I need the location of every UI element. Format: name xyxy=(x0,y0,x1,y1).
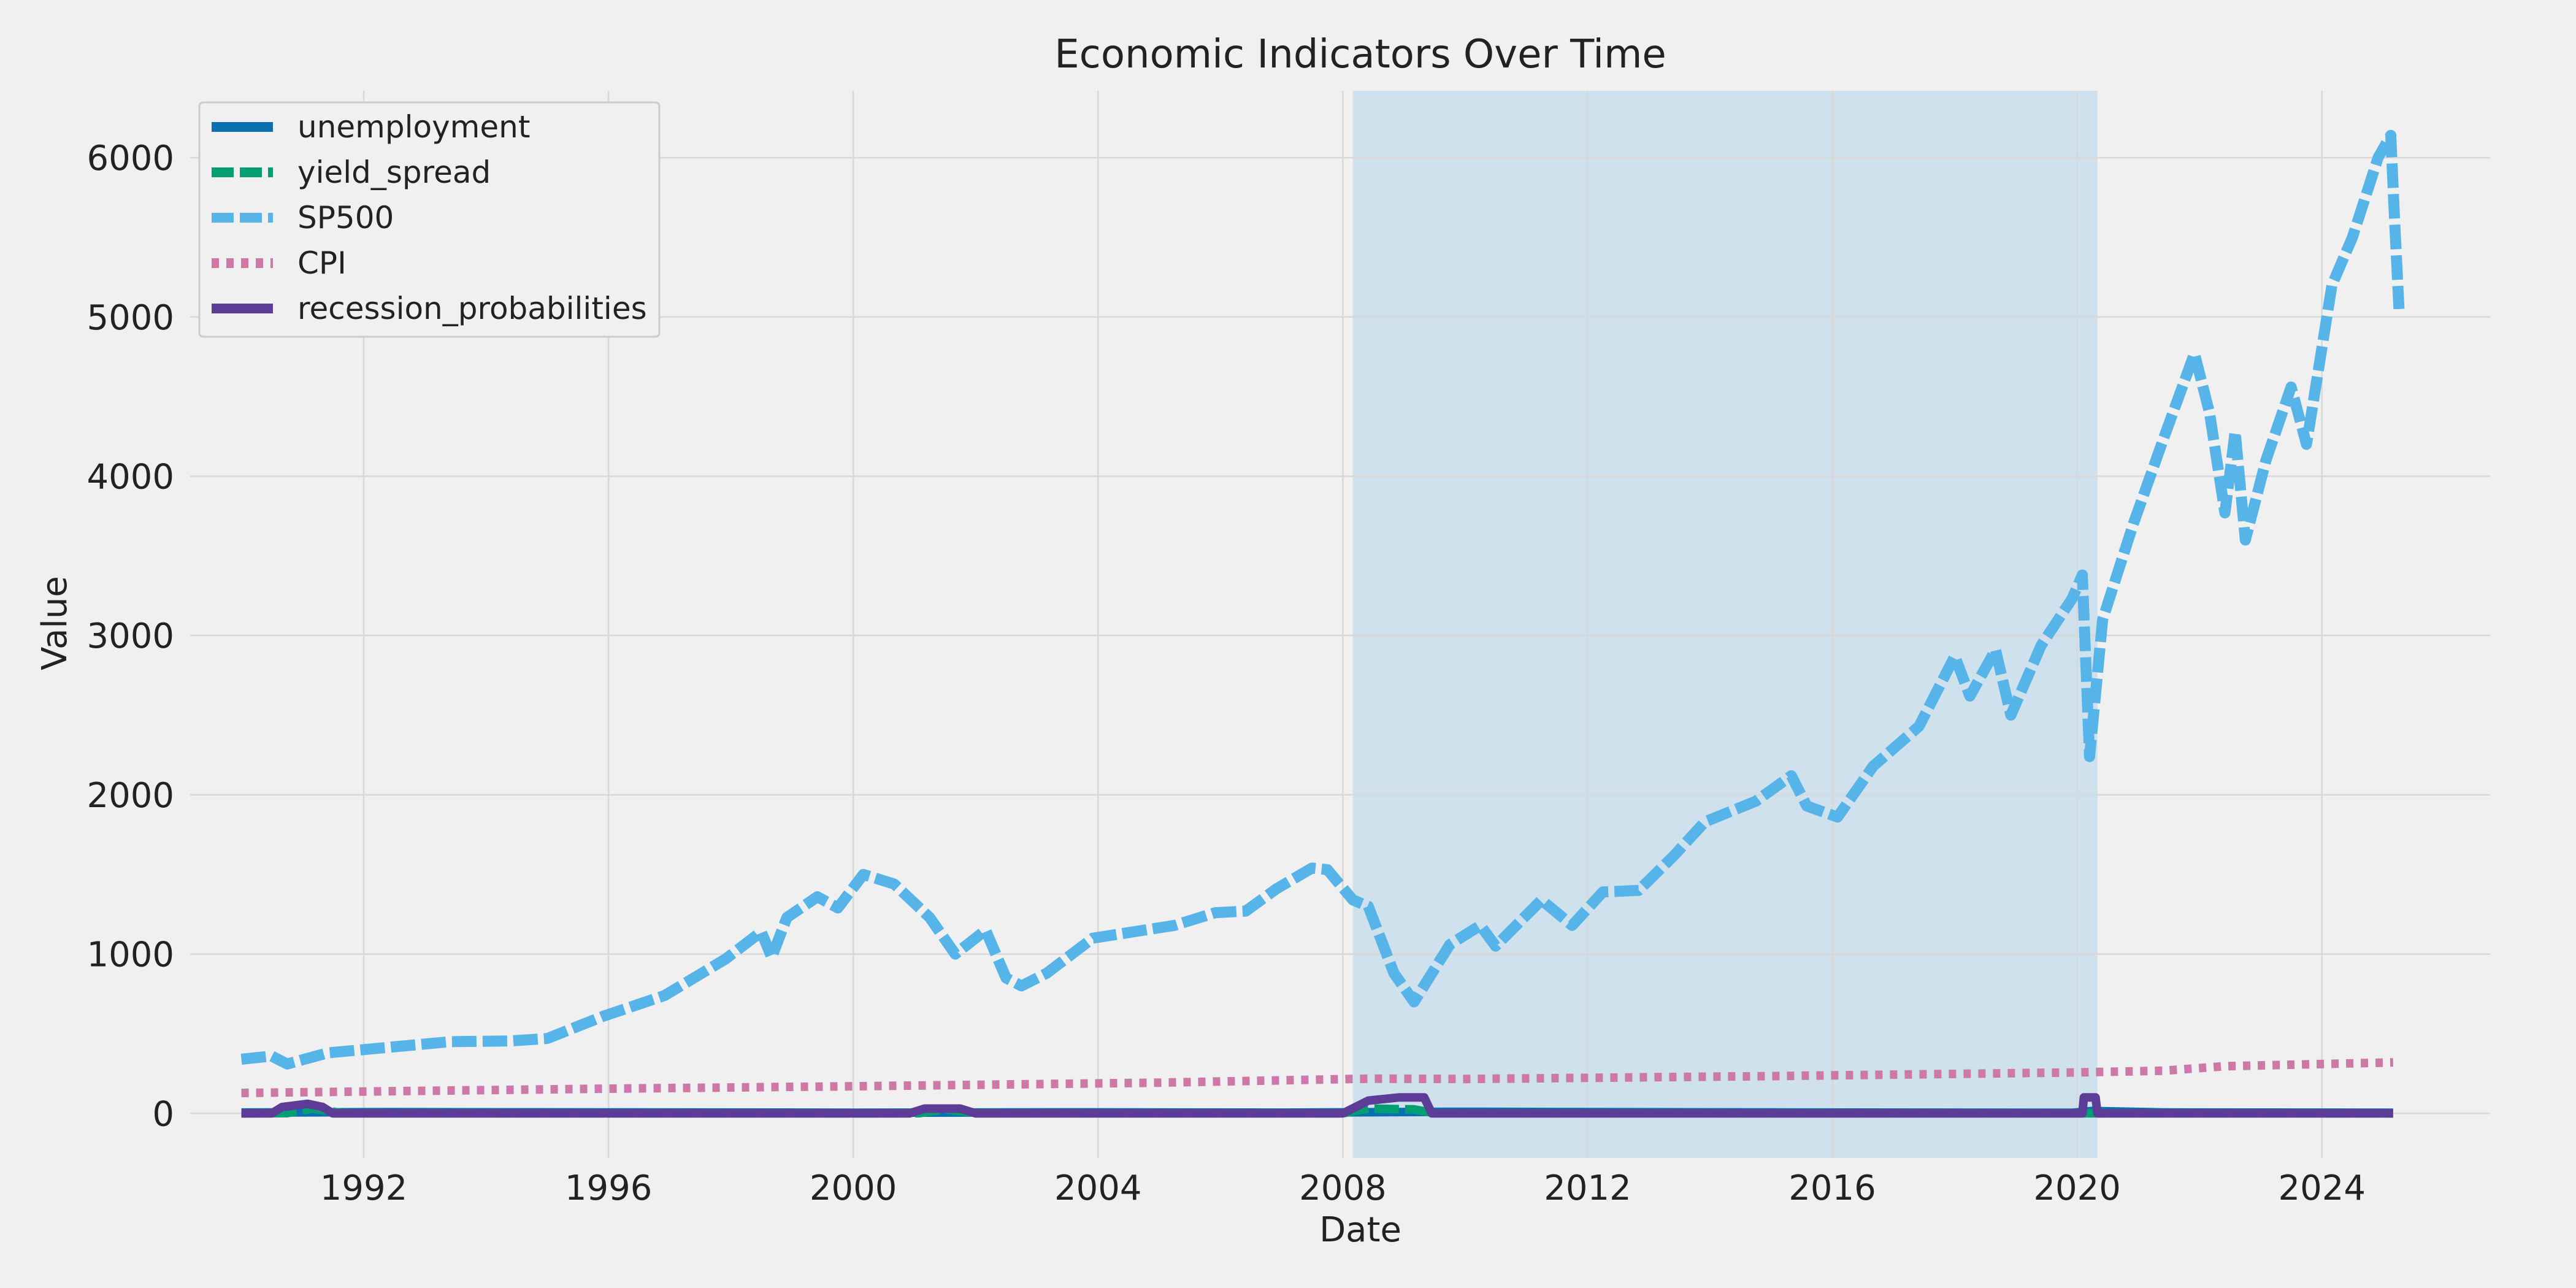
y-tick-label: 5000 xyxy=(86,298,174,338)
x-tick-label: 2004 xyxy=(1054,1168,1142,1208)
chart-title: Economic Indicators Over Time xyxy=(1054,32,1666,77)
y-tick-label: 3000 xyxy=(86,616,174,656)
legend-box xyxy=(198,101,661,338)
series-line-SP500 xyxy=(240,129,2405,1070)
legend-label-SP500: SP500 xyxy=(297,200,394,236)
shaded-region-0 xyxy=(1352,91,2098,1158)
series-line-CPI xyxy=(241,1058,2393,1097)
x-tick-label: 1996 xyxy=(565,1168,653,1208)
legend-label-unemployment: unemployment xyxy=(297,109,530,145)
series-layer xyxy=(240,129,2405,1118)
x-tick-label: 2000 xyxy=(810,1168,897,1208)
legend-label-CPI: CPI xyxy=(297,245,347,281)
x-axis-label: Date xyxy=(1319,1210,1401,1250)
legend-label-recession_probabilities: recession_probabilities xyxy=(297,291,647,326)
x-tick-label: 2008 xyxy=(1299,1168,1387,1208)
x-tick-label: 2020 xyxy=(2033,1168,2121,1208)
legend-label-yield_spread: yield_spread xyxy=(297,155,491,190)
y-tick-label: 2000 xyxy=(86,776,174,816)
y-tick-label: 0 xyxy=(152,1094,174,1134)
legend: unemployment yield_spread SP500 CPI recessio… xyxy=(198,101,661,338)
y-tick-label: 6000 xyxy=(86,139,174,178)
y-tick-label: 1000 xyxy=(86,935,174,975)
x-tick-label: 2024 xyxy=(2278,1168,2366,1208)
legend-entries: unemployment yield_spread SP500 CPI recessio… xyxy=(212,109,647,326)
series-line-recession_probabilities xyxy=(241,1093,2393,1118)
shaded-region-layer xyxy=(1352,91,2098,1158)
x-tick-label: 1992 xyxy=(320,1168,408,1208)
x-tick-label: 2016 xyxy=(1788,1168,1876,1208)
y-tick-label: 4000 xyxy=(86,457,174,497)
tick-labels: 0 1000 2000 3000 4000 5000 6000 1992 1996 2000 200… xyxy=(86,139,2366,1208)
y-axis-label: Value xyxy=(35,576,75,670)
x-tick-label: 2012 xyxy=(1544,1168,1631,1208)
